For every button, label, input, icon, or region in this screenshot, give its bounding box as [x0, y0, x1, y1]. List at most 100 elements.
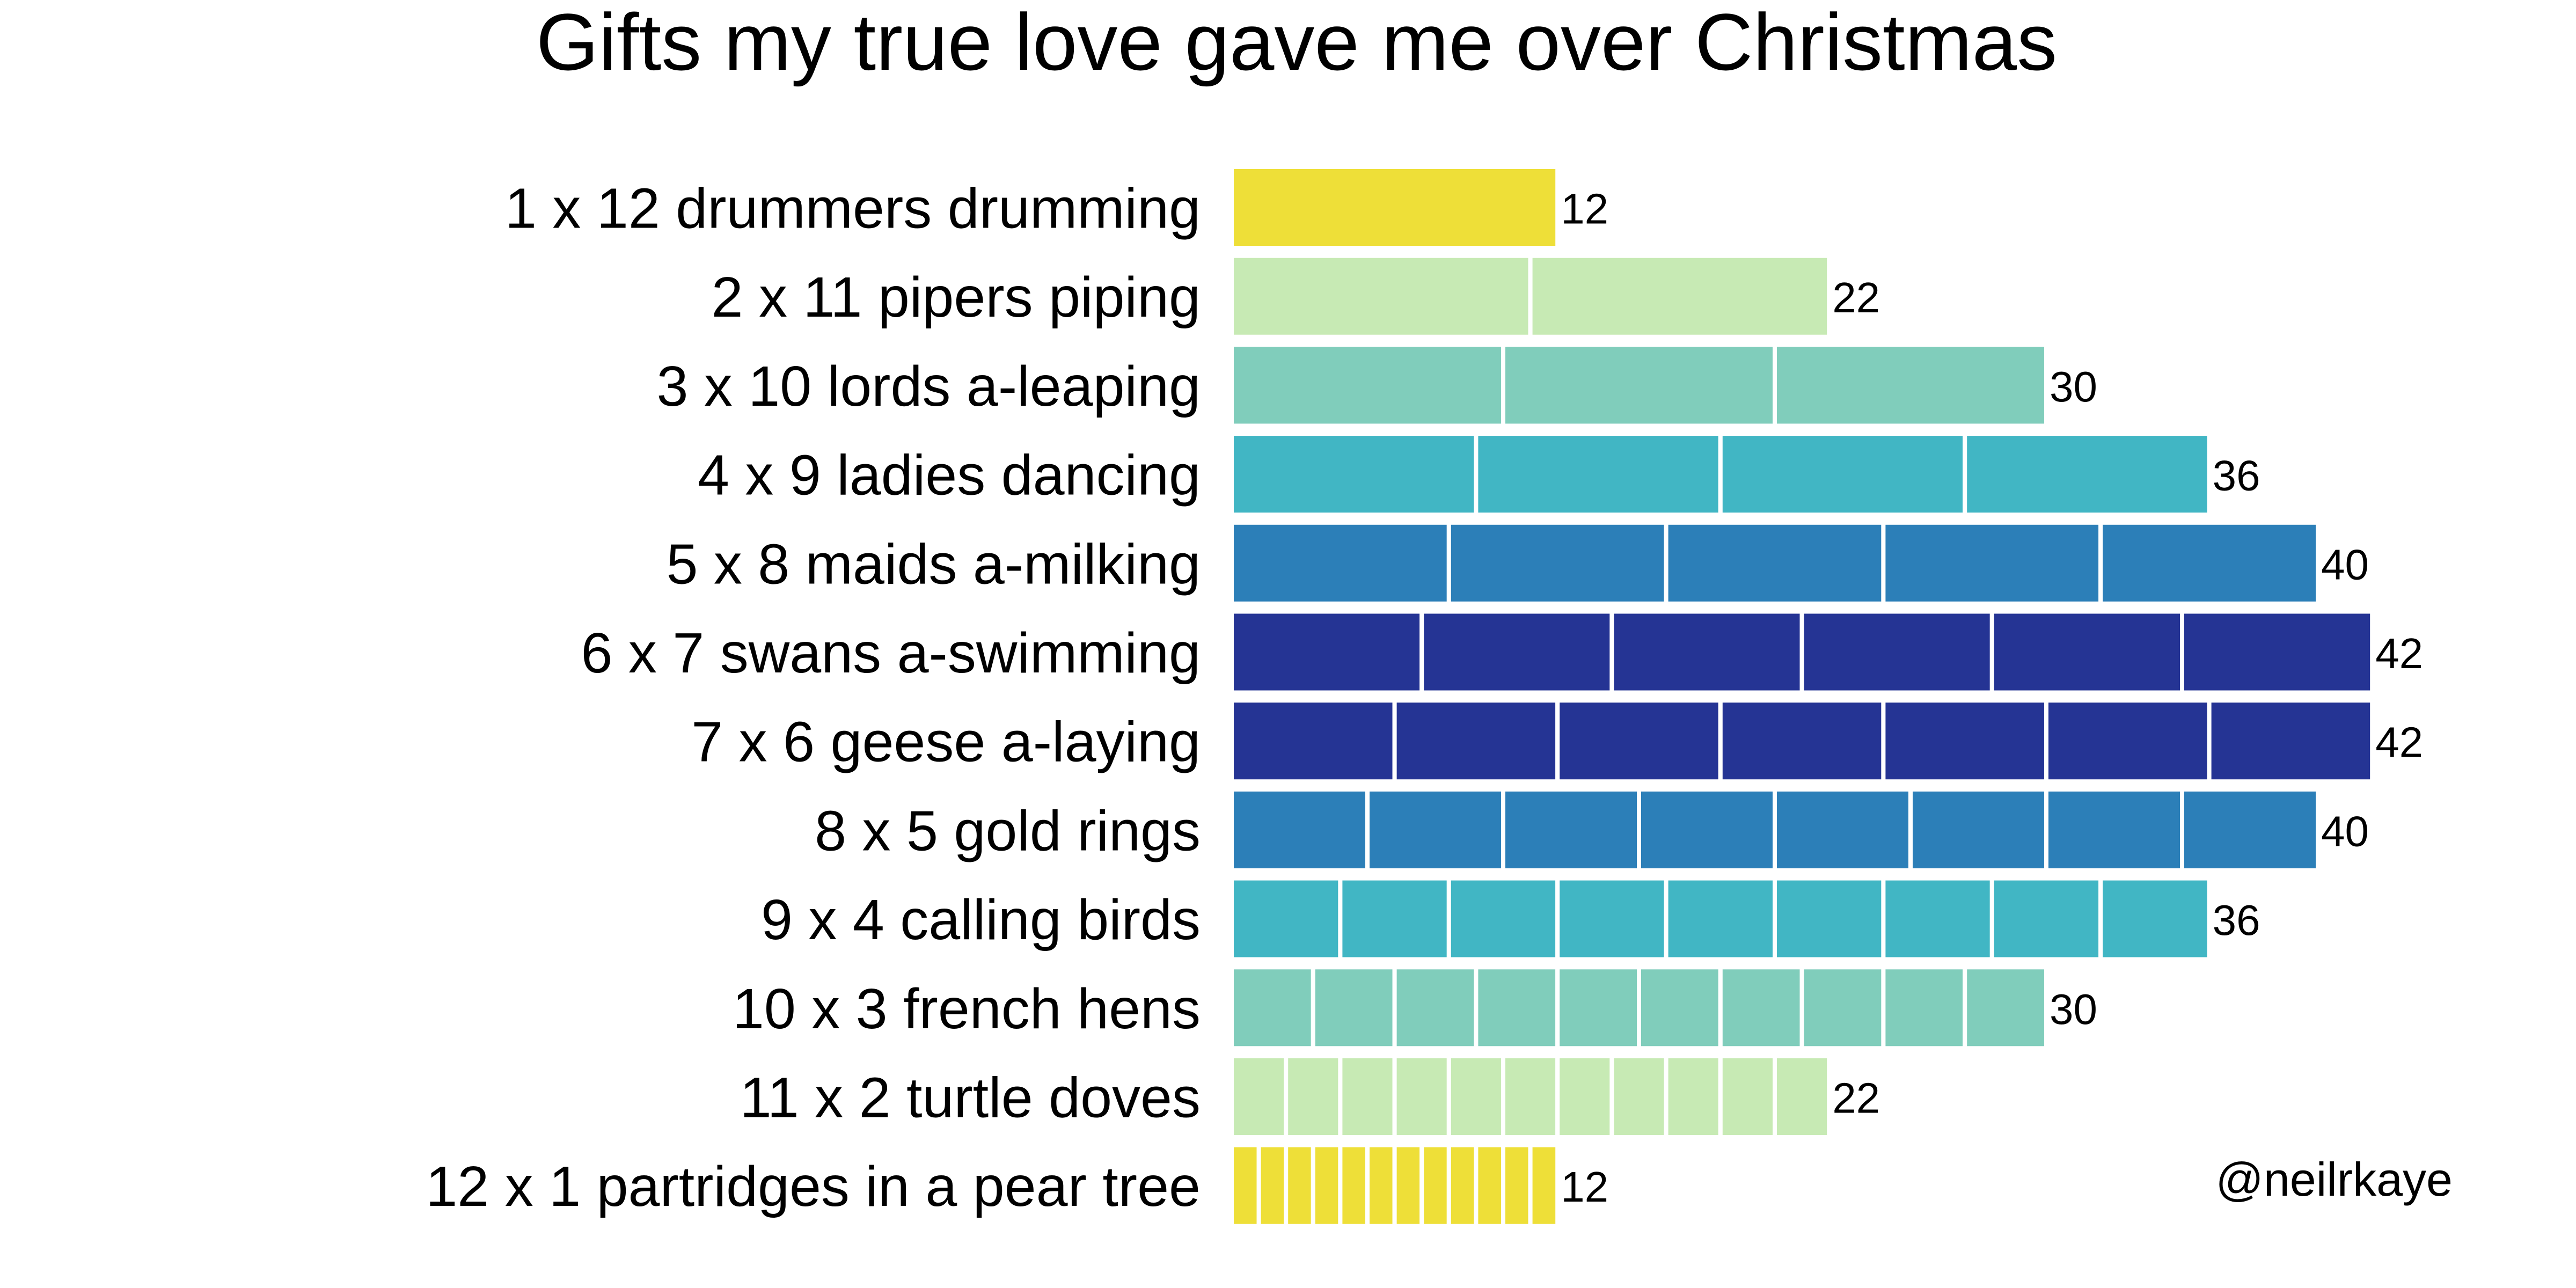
bar-segment	[1555, 876, 1668, 962]
bar-segment	[1989, 876, 2103, 962]
category-label: 5 x 8 maids a-milking	[666, 532, 1201, 596]
value-label: 30	[2050, 363, 2097, 411]
bar-segment	[2044, 787, 2184, 873]
bar-row: 12 x 1 partridges in a pear tree 12	[426, 1143, 1608, 1228]
bar-segment	[1718, 1054, 1777, 1139]
bar-segment	[1230, 787, 1370, 873]
bar-segment	[1799, 965, 1886, 1051]
bar-segment	[1419, 1143, 1451, 1228]
value-label: 12	[1561, 1163, 1608, 1211]
category-label: 12 x 1 partridges in a pear tree	[426, 1155, 1201, 1218]
bar-segment	[1773, 876, 1886, 962]
bar-row: 4 x 9 ladies dancing 36	[698, 431, 2260, 517]
bar-segment	[2180, 787, 2320, 873]
bar-segment	[1501, 1054, 1560, 1139]
bar-segment	[2044, 698, 2212, 784]
bar-segment	[1365, 1143, 1397, 1228]
chart-title: Gifts my true love gave me over Christma…	[536, 0, 2057, 87]
bar-segment	[2207, 698, 2375, 784]
bar-segment	[1419, 609, 1614, 695]
bar-segment	[1555, 698, 1723, 784]
bar-segment	[1989, 609, 2185, 695]
bar-segment	[1230, 609, 1424, 695]
bar-segment	[1338, 876, 1451, 962]
bar-segment	[1338, 1054, 1397, 1139]
category-label: 4 x 9 ladies dancing	[698, 444, 1201, 507]
bar-segment	[1528, 253, 1832, 339]
bar-segment	[1392, 1054, 1451, 1139]
bar-segment	[1501, 342, 1777, 428]
value-label: 36	[2213, 896, 2260, 944]
bar-segment	[1881, 520, 2103, 606]
bar-segment	[1230, 1143, 1261, 1228]
category-label: 9 x 4 calling birds	[761, 888, 1201, 952]
bar-segment	[1230, 253, 1533, 339]
bar-segment	[1609, 609, 1804, 695]
bar-segment	[1664, 1054, 1723, 1139]
bar-segment	[1392, 698, 1560, 784]
value-label: 36	[2213, 452, 2260, 500]
value-label: 30	[2050, 985, 2097, 1033]
bar-segment	[1230, 431, 1479, 517]
bar-segment	[1230, 1054, 1289, 1139]
bar-row: 6 x 7 swans a-swimming 42	[581, 609, 2423, 695]
category-label: 7 x 6 geese a-laying	[691, 711, 1201, 774]
bar-segment	[1908, 787, 2048, 873]
category-label: 3 x 10 lords a-leaping	[656, 355, 1201, 418]
bar-segment	[1284, 1054, 1343, 1139]
bar-segment	[1311, 965, 1397, 1051]
bar-row: 5 x 8 maids a-milking 40	[666, 520, 2369, 606]
bar-segment	[1230, 698, 1397, 784]
bar-segment	[1528, 1143, 1560, 1228]
bar-row: 9 x 4 calling birds 36	[761, 876, 2260, 962]
category-label: 8 x 5 gold rings	[815, 799, 1201, 862]
bar-segment	[1230, 876, 1343, 962]
bar-segment	[1609, 1054, 1668, 1139]
bar-segment	[1392, 965, 1479, 1051]
value-label: 42	[2375, 630, 2423, 677]
bar-row: 2 x 11 pipers piping 22	[712, 253, 1880, 339]
bar-segment	[1230, 342, 1505, 428]
bar-segment	[1338, 1143, 1370, 1228]
bar-segment	[1311, 1143, 1343, 1228]
bar-segment	[1963, 965, 2048, 1051]
bar-segment	[1773, 787, 1913, 873]
value-label: 40	[2321, 807, 2369, 855]
bar-segment	[1881, 965, 1967, 1051]
bar-segment	[1637, 965, 1723, 1051]
bar-segment	[2098, 520, 2320, 606]
bar-row: 7 x 6 geese a-laying 42	[691, 698, 2423, 784]
bar-row: 8 x 5 gold rings 40	[815, 787, 2369, 873]
bar-segment	[1446, 1054, 1506, 1139]
bar-segment	[1555, 1054, 1614, 1139]
bar-segment	[1718, 698, 1886, 784]
bar-segment	[1230, 965, 1315, 1051]
bar-segment	[1773, 1054, 1832, 1139]
bar-segment	[2180, 609, 2375, 695]
bar-segment	[1230, 520, 1451, 606]
bar-segment	[1718, 965, 1804, 1051]
bar-row: 11 x 2 turtle doves 22	[740, 1054, 1880, 1139]
category-label: 1 x 12 drummers drumming	[505, 177, 1201, 240]
category-label: 2 x 11 pipers piping	[712, 266, 1201, 329]
bar-segment	[1718, 431, 1967, 517]
bar-segment	[1474, 1143, 1505, 1228]
bar-segment	[1963, 431, 2212, 517]
value-label: 12	[1561, 185, 1608, 233]
bar-segment	[1881, 876, 1994, 962]
bar-segment	[1446, 1143, 1479, 1228]
bar-segment	[1881, 698, 2048, 784]
category-label: 6 x 7 swans a-swimming	[581, 621, 1201, 685]
bar-row: 3 x 10 lords a-leaping 30	[656, 342, 2097, 428]
bar-segment	[1284, 1143, 1315, 1228]
value-label: 22	[1832, 1074, 1880, 1122]
bar-segment	[1501, 787, 1641, 873]
category-label: 11 x 2 turtle doves	[740, 1066, 1201, 1130]
bar-segment	[1637, 787, 1777, 873]
bar-row: 10 x 3 french hens 30	[733, 965, 2097, 1051]
bar-segment	[1392, 1143, 1424, 1228]
value-label: 42	[2375, 719, 2423, 766]
bar-row: 1 x 12 drummers drumming 12	[505, 165, 1608, 250]
bar-segment	[1555, 965, 1641, 1051]
